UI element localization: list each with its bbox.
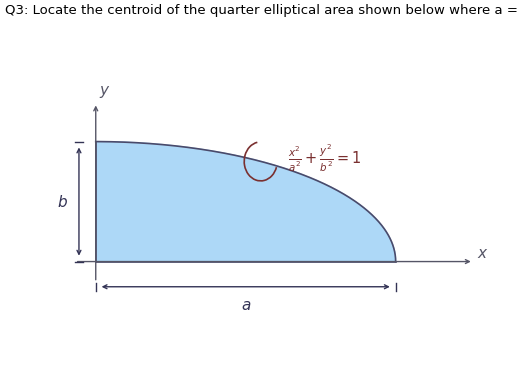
Polygon shape: [96, 142, 396, 262]
Text: $y$: $y$: [99, 84, 111, 100]
Text: Q3: Locate the centroid of the quarter elliptical area shown below where a = 5m : Q3: Locate the centroid of the quarter e…: [5, 4, 523, 17]
Text: $b$: $b$: [57, 194, 68, 210]
Text: $x$: $x$: [476, 246, 488, 261]
Text: $\frac{x^2}{a^2} + \frac{y^2}{b^2} = 1$: $\frac{x^2}{a^2} + \frac{y^2}{b^2} = 1$: [288, 143, 361, 174]
Text: $a$: $a$: [241, 298, 251, 313]
